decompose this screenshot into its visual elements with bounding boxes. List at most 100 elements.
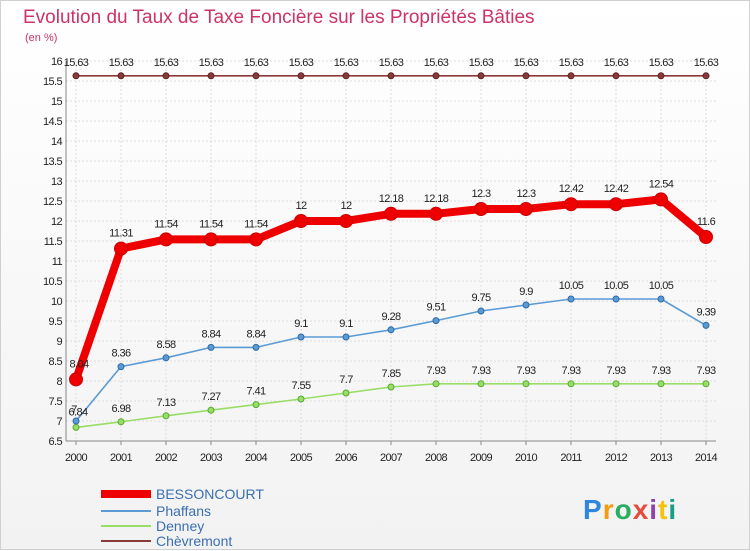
data-label: 15.63 [649,57,674,69]
data-point [72,417,80,425]
data-label: 15.63 [559,57,584,69]
data-point [294,214,308,228]
logo-letter: i [668,494,677,525]
data-point [342,389,350,397]
data-label: 15.63 [334,57,359,69]
data-label: 15.63 [154,57,179,69]
data-point [207,72,215,80]
data-label: 11.6 [697,216,716,228]
logo-text: Proxiti [583,494,677,525]
y-tick-label: 16 [51,56,63,68]
y-tick-label: 9.5 [49,316,63,328]
data-point [564,197,578,212]
data-label: 12.54 [649,178,674,190]
data-point [612,295,620,303]
data-point [474,202,488,216]
x-tick-label: 2011 [560,452,582,464]
x-tick-label: 2005 [290,452,313,464]
data-label: 15.63 [64,57,89,69]
chart-subtitle: (en %) [25,32,57,44]
data-label: 12.18 [379,193,404,205]
data-label: 15.63 [289,57,314,69]
logo-letter: r [603,494,615,525]
x-tick-label: 2012 [605,452,628,464]
legend-label: Chèvremont [156,533,232,549]
data-point [252,401,260,409]
y-tick-label: 9 [56,336,62,348]
y-tick-label: 8.5 [49,356,63,368]
data-label: 15.63 [244,57,269,69]
data-label: 9.39 [696,306,715,318]
data-point [162,412,170,420]
data-label: 7.93 [561,365,580,377]
data-label: 12.42 [559,183,584,195]
data-label: 8.04 [69,358,88,370]
data-label: 15.63 [469,57,494,69]
y-tick-label: 11.5 [44,236,63,248]
data-point [429,206,443,221]
data-point [72,423,80,431]
data-point [657,295,665,303]
data-label: 12.3 [516,188,535,200]
logo-letter: t [658,494,668,525]
data-label: 9.75 [471,292,490,304]
data-label: 11.54 [199,218,223,230]
data-label: 11.54 [154,218,178,230]
data-label: 7.41 [246,386,265,398]
legend-label: Denney [156,518,204,534]
x-tick-label: 2000 [65,452,88,464]
data-point [477,307,485,315]
data-point [567,72,575,80]
y-tick-label: 7 [56,416,62,428]
data-point [567,295,575,303]
data-label: 9.28 [381,311,400,323]
data-point [699,230,713,244]
data-label: 8.36 [111,348,130,360]
x-tick-label: 2008 [425,452,448,464]
data-point [609,197,623,212]
legend-label: Phaffans [156,503,211,519]
data-label: 15.63 [514,57,539,69]
data-point [342,333,350,341]
y-tick-label: 12.5 [43,196,62,208]
data-label: 9.51 [426,302,445,314]
data-labels: 8.04 11.31 11.54 11.54 11.54 12 12 12.18 12.18 12… [64,57,720,419]
data-label: 7.93 [696,365,715,377]
data-point [252,343,260,351]
x-tick-label: 2010 [515,452,538,464]
data-point [612,72,620,80]
data-point [522,380,530,388]
data-point [519,202,533,216]
data-label: 7.93 [471,365,490,377]
data-point [702,380,710,388]
data-point [297,333,305,341]
data-point [162,354,170,362]
x-tick-label: 2002 [155,452,178,464]
data-label: 12.42 [604,183,629,195]
data-point [339,214,353,228]
data-point [702,321,710,329]
x-tick-label: 2014 [695,452,718,464]
x-tick-label: 2013 [650,452,673,464]
data-point [657,380,665,388]
y-tick-label: 13.5 [43,156,62,168]
data-label: 15.63 [109,57,134,69]
data-point [387,326,395,334]
data-point [387,383,395,391]
x-tick-label: 2006 [335,452,358,464]
data-label: 15.63 [694,57,719,69]
data-point [207,406,215,414]
data-label: 7.13 [156,397,175,409]
data-label: 12.3 [471,188,490,200]
y-tick-label: 15.5 [43,76,62,88]
data-point [657,72,665,80]
data-point [342,72,350,80]
logo-letter: P [583,494,603,525]
data-label: 7.93 [426,365,445,377]
data-point [522,301,530,309]
data-point [432,380,440,388]
legend-label: BESSONCOURT [156,486,264,502]
data-label: 7.93 [606,365,625,377]
